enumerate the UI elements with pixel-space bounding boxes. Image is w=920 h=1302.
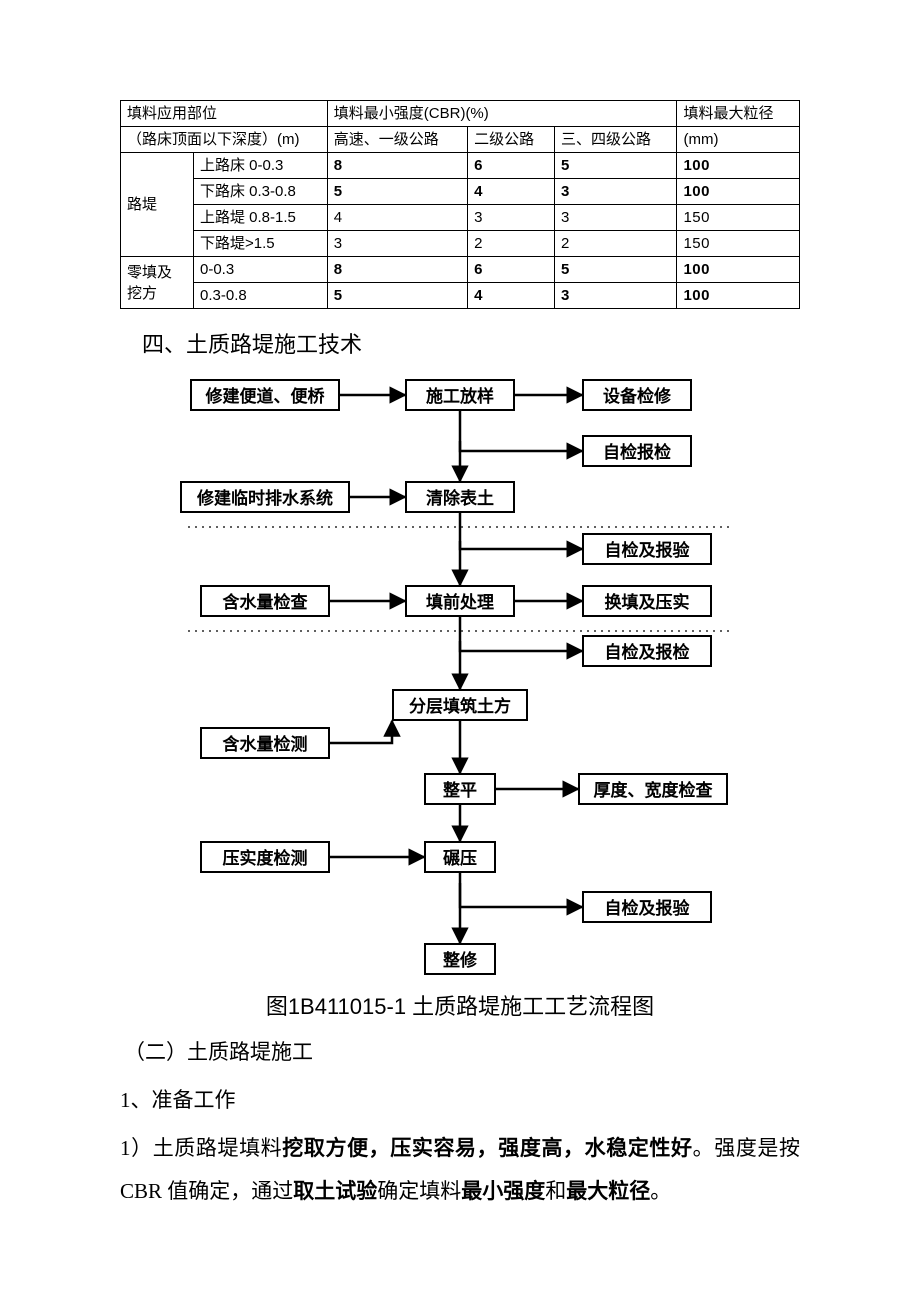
section-2-title: （二）土质路堤施工 xyxy=(124,1031,800,1073)
cell: 100 xyxy=(677,257,800,283)
cell: 上路床 0-0.3 xyxy=(194,153,328,179)
flow-node-n11: 自检及报检 xyxy=(582,635,712,667)
flow-node-n19: 整修 xyxy=(424,943,496,975)
flow-node-n8: 含水量检查 xyxy=(200,585,330,617)
cell: 5 xyxy=(327,283,467,309)
cell: 0-0.3 xyxy=(194,257,328,283)
cell: 4 xyxy=(327,205,467,231)
th-high: 高速、一级公路 xyxy=(327,127,467,153)
flow-node-n17: 碾压 xyxy=(424,841,496,873)
cell: 100 xyxy=(677,283,800,309)
flow-node-n18: 自检及报验 xyxy=(582,891,712,923)
cell: 0.3-0.8 xyxy=(194,283,328,309)
cell: 3 xyxy=(554,283,677,309)
th-depth: （路床顶面以下深度）(m) xyxy=(121,127,328,153)
cell: 下路堤>1.5 xyxy=(194,231,328,257)
cell: 100 xyxy=(677,179,800,205)
cell: 8 xyxy=(327,257,467,283)
table-row: 路堤 上路床 0-0.3 8 6 5 100 xyxy=(121,153,800,179)
th-2: 二级公路 xyxy=(468,127,555,153)
flow-node-n10: 换填及压实 xyxy=(582,585,712,617)
th-34: 三、四级公路 xyxy=(554,127,677,153)
cell: 150 xyxy=(677,205,800,231)
flow-node-n1: 修建便道、便桥 xyxy=(190,379,340,411)
th-min-strength: 填料最小强度(CBR)(%) xyxy=(327,101,677,127)
flowchart-caption: 图1B411015-1 土质路堤施工工艺流程图 xyxy=(120,989,800,1021)
section-4-title: 四、土质路堤施工技术 xyxy=(142,327,800,359)
th-use-part: 填料应用部位 xyxy=(121,101,328,127)
cell: 2 xyxy=(468,231,555,257)
flow-node-n3: 设备检修 xyxy=(582,379,692,411)
cell: 4 xyxy=(468,179,555,205)
cell: 6 xyxy=(468,257,555,283)
item-1-title: 1、准备工作 xyxy=(120,1079,800,1121)
flow-node-n12: 分层填筑土方 xyxy=(392,689,528,721)
cell: 3 xyxy=(554,179,677,205)
flow-node-n5: 修建临时排水系统 xyxy=(180,481,350,513)
cell: 2 xyxy=(554,231,677,257)
cell: 3 xyxy=(468,205,555,231)
flow-node-n6: 清除表土 xyxy=(405,481,515,513)
flow-node-n7: 自检及报验 xyxy=(582,533,712,565)
cbr-table: 填料应用部位 填料最小强度(CBR)(%) 填料最大粒径 （路床顶面以下深度）(… xyxy=(120,100,800,309)
cell: 3 xyxy=(327,231,467,257)
th-max-d: 填料最大粒径 xyxy=(677,101,800,127)
flow-node-n14: 整平 xyxy=(424,773,496,805)
flow-node-n2: 施工放样 xyxy=(405,379,515,411)
table-row: 0.3-0.8 5 4 3 100 xyxy=(121,283,800,309)
cell: 8 xyxy=(327,153,467,179)
th-mm: (mm) xyxy=(677,127,800,153)
table-row: 零填及 挖方 0-0.3 8 6 5 100 xyxy=(121,257,800,283)
cell: 6 xyxy=(468,153,555,179)
cell: 5 xyxy=(554,257,677,283)
table-row: 下路堤>1.5 3 2 2 150 xyxy=(121,231,800,257)
cell: 4 xyxy=(468,283,555,309)
page: 填料应用部位 填料最小强度(CBR)(%) 填料最大粒径 （路床顶面以下深度）(… xyxy=(0,0,920,1279)
flowchart: 修建便道、便桥施工放样设备检修自检报检修建临时排水系统清除表土自检及报验含水量检… xyxy=(180,373,740,983)
paragraph-1: 1）土质路堤填料挖取方便，压实容易，强度高，水稳定性好。强度是按 CBR 值确定… xyxy=(120,1127,800,1213)
cell: 5 xyxy=(327,179,467,205)
flow-node-n15: 厚度、宽度检查 xyxy=(578,773,728,805)
flow-node-n9: 填前处理 xyxy=(405,585,515,617)
table-row: 下路床 0.3-0.8 5 4 3 100 xyxy=(121,179,800,205)
group-label: 零填及 挖方 xyxy=(121,257,194,309)
table-row: 上路堤 0.8-1.5 4 3 3 150 xyxy=(121,205,800,231)
group-label: 路堤 xyxy=(121,153,194,257)
flow-node-n4: 自检报检 xyxy=(582,435,692,467)
flow-node-n16: 压实度检测 xyxy=(200,841,330,873)
cell: 上路堤 0.8-1.5 xyxy=(194,205,328,231)
cell: 100 xyxy=(677,153,800,179)
flow-node-n13: 含水量检测 xyxy=(200,727,330,759)
cell: 3 xyxy=(554,205,677,231)
cell: 5 xyxy=(554,153,677,179)
cell: 下路床 0.3-0.8 xyxy=(194,179,328,205)
cell: 150 xyxy=(677,231,800,257)
